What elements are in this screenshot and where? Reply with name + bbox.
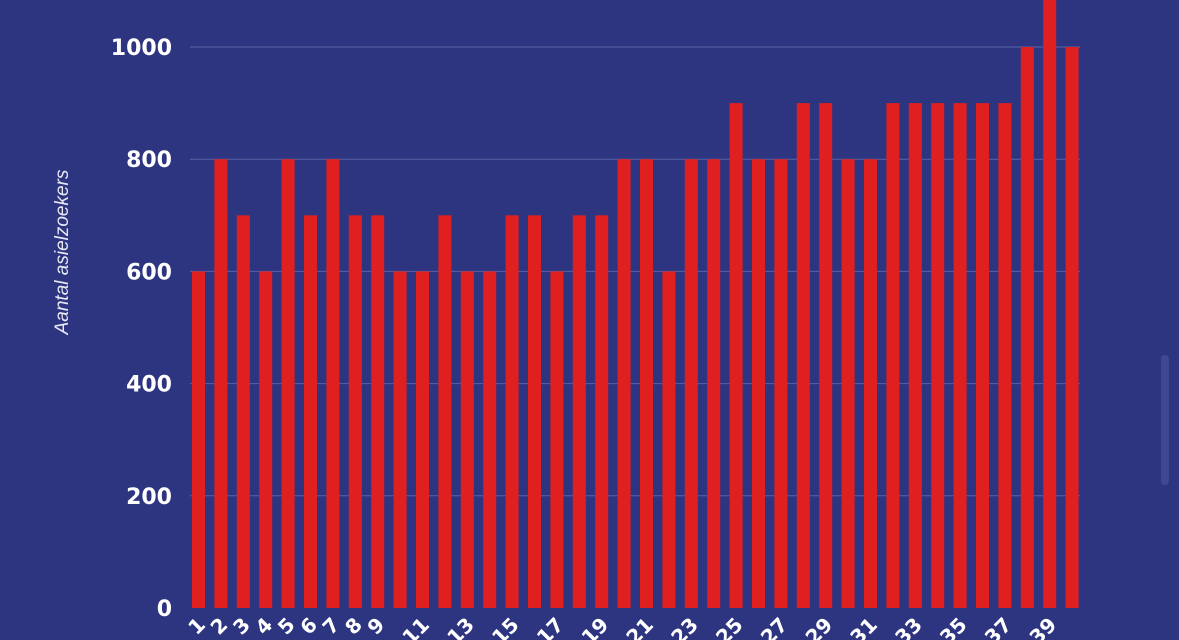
bar-week-36 <box>976 103 989 608</box>
bar-week-26 <box>752 159 765 608</box>
bar-week-12 <box>438 215 452 609</box>
bar-week-32 <box>886 103 900 608</box>
bar-week-25 <box>729 103 743 608</box>
bar-week-30 <box>841 159 855 608</box>
x-tick-label: 3 <box>228 613 255 640</box>
bar-week-6 <box>304 215 317 609</box>
bar-week-16 <box>528 215 541 609</box>
x-tick-label: 29 <box>801 613 838 640</box>
bar-week-20 <box>617 159 631 608</box>
x-tick-label: 31 <box>845 613 882 640</box>
x-tick-label: 9 <box>362 613 389 640</box>
x-tick-label: 5 <box>273 613 300 640</box>
x-tick-label: 35 <box>935 613 972 640</box>
bar-week-37 <box>998 103 1012 608</box>
bar-week-39 <box>1043 0 1057 608</box>
bar-week-22 <box>662 271 676 608</box>
x-tick-label: 25 <box>711 613 748 640</box>
bar-week-11 <box>416 271 429 608</box>
bar-week-18 <box>572 215 586 609</box>
x-tick-label: 39 <box>1025 613 1062 640</box>
y-axis-label: Aantal asielzoekers <box>52 169 73 335</box>
bar-week-23 <box>684 159 698 608</box>
y-tick-label: 800 <box>126 148 172 173</box>
bar-week-13 <box>460 271 474 608</box>
bar-week-35 <box>953 103 967 608</box>
scrollbar[interactable] <box>1161 355 1169 485</box>
bar-week-29 <box>819 103 833 608</box>
bar-week-2 <box>214 159 228 608</box>
y-tick-label: 0 <box>157 597 172 622</box>
bar-week-1 <box>192 271 205 608</box>
x-tick-label: 15 <box>487 613 524 640</box>
bar-week-40 <box>1065 47 1079 608</box>
bar-week-8 <box>348 215 362 609</box>
bar-week-17 <box>550 271 564 608</box>
x-tick-label: 33 <box>890 613 927 640</box>
x-tick-label: 7 <box>318 613 345 640</box>
y-tick-label: 200 <box>126 485 172 510</box>
bar-week-34 <box>931 103 945 608</box>
bar-week-7 <box>326 159 340 608</box>
bar-week-3 <box>236 215 250 609</box>
x-tick-label: 8 <box>340 613 367 640</box>
bar-week-15 <box>505 215 519 609</box>
x-tick-label: 6 <box>295 613 322 640</box>
bar-week-38 <box>1020 47 1034 608</box>
bar-week-5 <box>281 159 295 608</box>
bar-week-24 <box>707 159 721 608</box>
bar-week-14 <box>483 271 497 608</box>
x-tick-label: 13 <box>442 613 479 640</box>
x-tick-label: 4 <box>250 613 277 640</box>
x-tick-label: 19 <box>577 613 614 640</box>
x-tick-label: 21 <box>621 613 658 640</box>
y-tick-label: 1000 <box>111 36 172 61</box>
bar-week-33 <box>908 103 922 608</box>
y-tick-label: 400 <box>126 373 172 398</box>
x-tick-label: 23 <box>666 613 703 640</box>
y-tick-label: 600 <box>126 260 172 285</box>
bar-week-31 <box>864 159 877 608</box>
bar-week-9 <box>371 215 385 609</box>
x-tick-label: 2 <box>206 613 233 640</box>
bar-week-27 <box>774 159 788 608</box>
x-tick-label: 27 <box>756 613 793 640</box>
bar-week-19 <box>595 215 609 609</box>
bar-week-28 <box>796 103 810 608</box>
x-tick-label: 37 <box>980 613 1017 640</box>
bar-week-10 <box>393 271 407 608</box>
x-tick-label: 17 <box>532 613 569 640</box>
x-tick-label: 11 <box>397 613 434 640</box>
x-tick-label: 1 <box>183 613 210 640</box>
bar-week-4 <box>259 271 273 608</box>
bar-week-21 <box>640 159 653 608</box>
